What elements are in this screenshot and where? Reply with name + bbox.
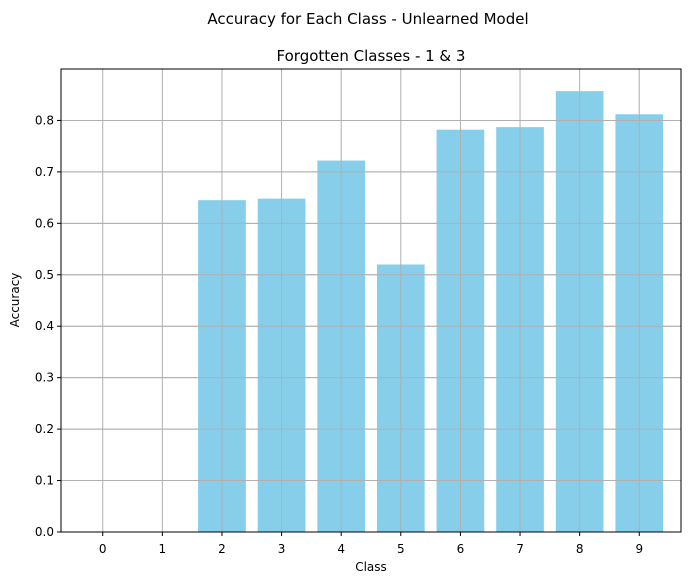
x-tick-label: 1	[159, 542, 167, 556]
plot-frame	[60, 68, 682, 533]
y-tick-label: 0.5	[35, 268, 54, 282]
x-tick-label: 3	[278, 542, 286, 556]
x-axis-label: Class	[355, 560, 387, 574]
bars	[198, 91, 664, 533]
x-tick-label: 8	[576, 542, 584, 556]
y-tick-label: 0.8	[35, 113, 54, 127]
y-tick-label: 0.7	[35, 165, 54, 179]
x-tick-label: 6	[457, 542, 465, 556]
chart-title: Forgotten Classes - 1 & 3	[277, 47, 466, 65]
y-tick-label: 0.3	[35, 371, 54, 385]
axis-ticks: 0.0 0.1 0.2 0.3 0.4 0.5 0.6 0.7 0.8 0 1 2 3 4 5 6 7 8 9	[35, 113, 643, 556]
x-tick-label: 4	[337, 542, 345, 556]
y-tick-label: 0.0	[35, 525, 54, 539]
y-tick-label: 0.4	[35, 319, 54, 333]
x-tick-label: 9	[635, 542, 643, 556]
y-tick-label: 0.1	[35, 474, 54, 488]
y-tick-label: 0.6	[35, 216, 54, 230]
x-tick-label: 0	[99, 542, 107, 556]
x-tick-label: 7	[516, 542, 524, 556]
y-axis-label: Accuracy	[8, 273, 22, 328]
x-tick-label: 2	[218, 542, 226, 556]
y-tick-label: 0.2	[35, 422, 54, 436]
x-tick-label: 5	[397, 542, 405, 556]
chart-suptitle: Accuracy for Each Class - Unlearned Mode…	[207, 10, 528, 28]
